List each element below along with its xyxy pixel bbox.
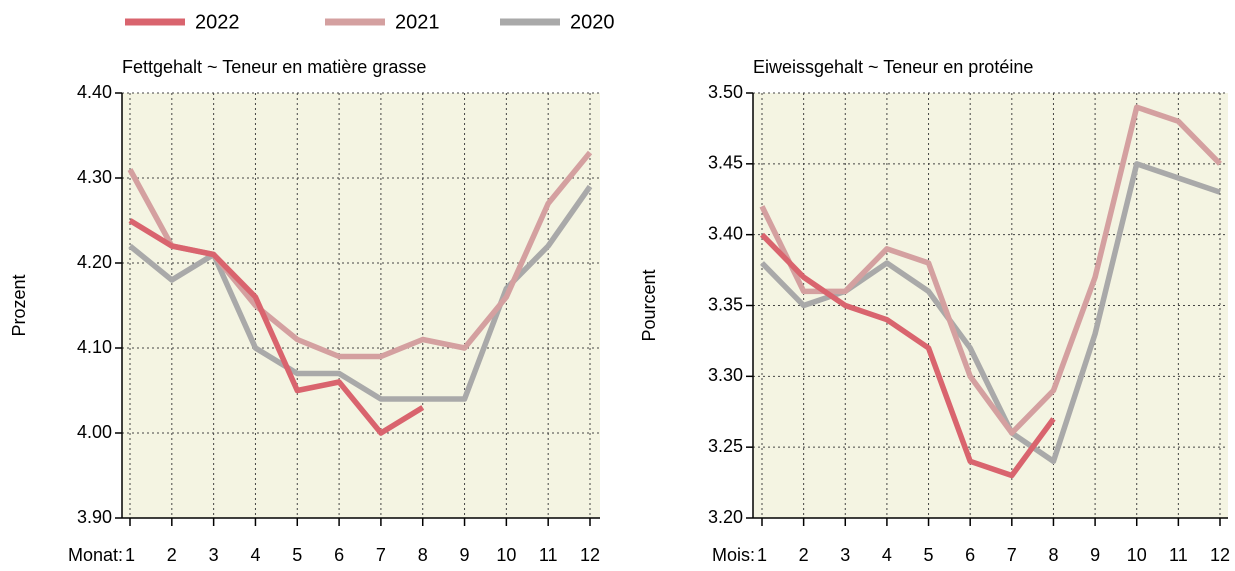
x-tick-label: 7	[376, 545, 386, 565]
x-axis-label: Monat:	[68, 545, 123, 565]
legend-label: 2020	[570, 11, 615, 33]
chart-title: Eiweissgehalt ~ Teneur en protéine	[753, 57, 1033, 77]
x-tick-label: 3	[840, 545, 850, 565]
x-tick-label: 6	[334, 545, 344, 565]
y-tick-label: 3.20	[708, 507, 743, 527]
y-tick-label: 4.20	[77, 252, 112, 272]
y-axis-label: Prozent	[9, 274, 29, 336]
legend-label: 2021	[395, 11, 440, 33]
x-tick-label: 2	[167, 545, 177, 565]
x-tick-label: 5	[292, 545, 302, 565]
x-tick-label: 4	[250, 545, 260, 565]
x-tick-label: 2	[799, 545, 809, 565]
x-tick-label: 8	[1048, 545, 1058, 565]
y-tick-label: 3.40	[708, 223, 743, 243]
x-tick-label: 9	[1090, 545, 1100, 565]
x-tick-label: 11	[1169, 545, 1188, 565]
x-tick-label: 5	[924, 545, 934, 565]
y-tick-label: 4.10	[77, 337, 112, 357]
series-line	[760, 232, 1056, 479]
x-tick-label: 10	[1127, 545, 1147, 565]
x-tick-label: 12	[580, 545, 600, 565]
y-tick-label: 3.45	[708, 153, 743, 173]
x-tick-label: 12	[1210, 545, 1230, 565]
series-line	[128, 218, 425, 436]
x-tick-label: 9	[460, 545, 470, 565]
y-tick-label: 3.35	[708, 294, 743, 314]
x-tick-label: 1	[125, 545, 135, 565]
chart-title: Fettgehalt ~ Teneur en matière grasse	[122, 57, 426, 77]
y-tick-label: 3.50	[708, 82, 743, 102]
y-axis-label: Pourcent	[639, 269, 659, 341]
plot-area	[122, 93, 600, 518]
legend-label: 2022	[195, 11, 240, 33]
y-tick-label: 3.25	[708, 436, 743, 456]
series-line	[759, 104, 1222, 436]
x-tick-label: 11	[539, 545, 558, 565]
y-tick-label: 4.40	[77, 82, 112, 102]
y-tick-label: 3.90	[77, 507, 112, 527]
x-tick-label: 1	[757, 545, 767, 565]
x-tick-label: 6	[965, 545, 975, 565]
x-tick-label: 4	[882, 545, 892, 565]
y-tick-label: 3.30	[708, 365, 743, 385]
x-tick-label: 10	[496, 545, 516, 565]
y-tick-label: 4.00	[77, 422, 112, 442]
x-axis-label: Mois:	[712, 545, 755, 565]
x-tick-label: 8	[418, 545, 428, 565]
x-tick-label: 3	[209, 545, 219, 565]
x-tick-label: 7	[1007, 545, 1017, 565]
y-tick-label: 4.30	[77, 167, 112, 187]
